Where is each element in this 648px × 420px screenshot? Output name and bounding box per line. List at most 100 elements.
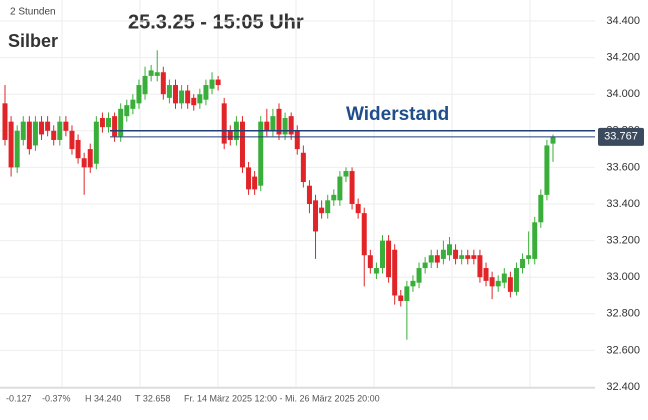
vertical-grid [61, 0, 531, 387]
candle-body [404, 286, 410, 301]
candle-body [501, 273, 507, 283]
candle-body [489, 277, 495, 287]
candle-body [337, 176, 343, 201]
candle-body [118, 108, 124, 137]
candle-body [239, 121, 245, 168]
price-tag [598, 127, 644, 146]
candle-body [252, 176, 258, 190]
candle-body [142, 75, 148, 95]
candle-body [185, 90, 191, 104]
candle-body [306, 185, 312, 204]
candle-body [446, 244, 452, 256]
candle-body [93, 121, 99, 164]
candle-body [130, 99, 136, 109]
candle-body [264, 121, 270, 131]
candle-body [270, 116, 276, 131]
candle-body [313, 200, 319, 232]
price-tag-label: 33.767 [604, 131, 638, 143]
candle-body [215, 79, 221, 86]
candle-body [507, 277, 513, 292]
candle-body [8, 121, 14, 168]
candle-body [380, 240, 386, 269]
candle-body [26, 121, 32, 150]
y-tick-label: 34.200 [606, 52, 640, 64]
instrument: Silber [8, 31, 58, 51]
candle-body [197, 94, 203, 104]
change-pct: -0.37% [42, 393, 71, 403]
y-tick-label: 34.000 [606, 88, 640, 100]
candle-body [136, 85, 142, 104]
y-tick-label: 32.800 [606, 308, 640, 320]
candle-body [276, 108, 282, 135]
candle-body [520, 258, 526, 269]
candle-body [106, 117, 112, 128]
candle-body [81, 158, 87, 168]
candle-body [483, 268, 489, 281]
candle-body [87, 149, 93, 168]
candle-body [221, 103, 227, 144]
candle-body [373, 268, 379, 274]
change: -0.127 [6, 393, 32, 403]
candle-body [434, 255, 440, 263]
candle-body [14, 130, 20, 168]
y-tick-label: 33.600 [606, 161, 640, 173]
y-tick-label: 34.400 [606, 15, 640, 27]
candle-body [513, 268, 519, 292]
candle-body [398, 295, 404, 301]
candle-body [422, 262, 428, 269]
candle-body [477, 255, 483, 278]
candle-body [453, 249, 459, 259]
candle-body [112, 116, 118, 137]
candle-body [392, 249, 398, 296]
low: T 32.658 [135, 393, 170, 403]
candle-body [349, 171, 355, 204]
candle-body [20, 121, 26, 140]
candle-body [294, 130, 300, 150]
candle-body [416, 268, 422, 283]
candle-body [459, 255, 465, 259]
chart-title: 25.3.25 - 15:05 Uhr [128, 11, 304, 33]
candle-body [203, 85, 209, 100]
candle-body [166, 85, 172, 98]
candle-body [179, 90, 185, 104]
candle-body [69, 130, 75, 150]
y-tick-label: 32.400 [606, 381, 640, 393]
candle-body [51, 130, 57, 140]
y-tick-label: 33.200 [606, 235, 640, 247]
candle-body [386, 240, 392, 278]
candle-body [124, 105, 130, 117]
footer: -0.127 -0.37% H 34.240 T 32.658 Fr. 14 M… [6, 393, 380, 403]
y-tick-label: 32.600 [606, 344, 640, 356]
timeframe: 2 Stunden [10, 7, 56, 18]
candle-body [361, 213, 367, 256]
candle-body [45, 121, 51, 131]
candle-body [331, 194, 337, 201]
candle-body [227, 130, 233, 140]
candle-body [440, 249, 446, 259]
candle-body [538, 194, 544, 223]
candle-body [32, 121, 38, 146]
candle-body [209, 79, 215, 89]
candle-body [343, 171, 349, 177]
candle-body [39, 121, 45, 135]
candle-body [160, 72, 166, 95]
candle-body [246, 167, 252, 190]
date-range: Fr. 14 März 2025 12:00 - Mi. 26 März 202… [184, 393, 380, 403]
high: H 34.240 [85, 393, 122, 403]
candle-body [465, 255, 471, 259]
candle-body [532, 222, 538, 259]
candle-body [154, 72, 160, 76]
candle-body [410, 280, 416, 287]
candle-body [526, 255, 532, 259]
candle-body [75, 139, 81, 159]
candle-body [57, 121, 63, 140]
candle-body [63, 121, 69, 131]
candle-body [191, 97, 197, 106]
candle-body [172, 85, 178, 104]
candle-body [288, 116, 294, 135]
candle-body [319, 207, 325, 214]
candle-body [282, 117, 288, 135]
candle-body [428, 255, 434, 263]
